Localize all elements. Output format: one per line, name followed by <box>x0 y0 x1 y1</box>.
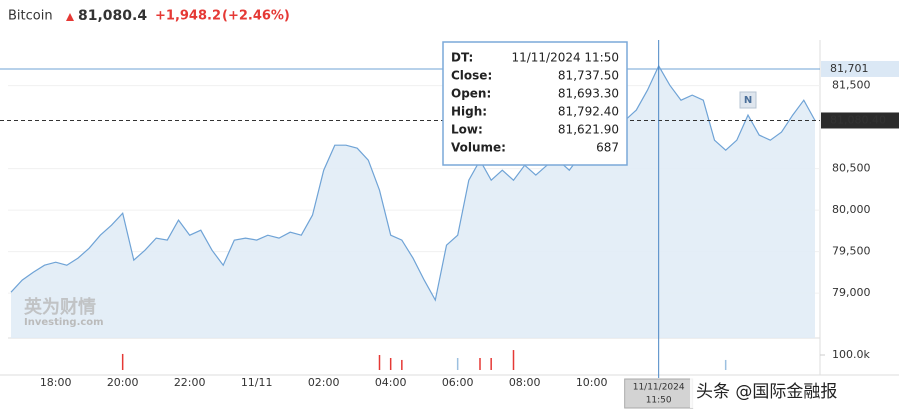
news-marker-box <box>739 91 757 109</box>
tooltip-box <box>442 41 628 166</box>
y-tick-label: 80,500 <box>832 162 871 175</box>
x-tick-label: 22:00 <box>174 376 206 389</box>
high-label: 81,701 <box>830 62 869 75</box>
tooltip-key: Open: <box>451 87 491 101</box>
tooltip-key: DT: <box>451 51 473 65</box>
y-tick-label: 79,500 <box>832 245 871 258</box>
x-tick-label: 08:00 <box>509 376 541 389</box>
tooltip-value: 687 <box>596 141 619 155</box>
tooltip-value: 81,737.50 <box>558 69 619 83</box>
last-label: 81,080.40 <box>830 113 886 126</box>
volume-bar <box>490 358 492 370</box>
change: +1,948.2 <box>155 9 221 24</box>
volume-bar <box>456 358 459 370</box>
x-tick-label: 11/11 <box>241 376 273 389</box>
tooltip-key: Volume: <box>451 141 506 155</box>
volume-bar <box>512 350 515 370</box>
volume-bar <box>401 359 403 370</box>
volume-bar <box>378 355 381 370</box>
volume-tick-label: 100.0k <box>832 348 870 361</box>
crosshair-label-box <box>624 378 694 409</box>
high-label-box <box>821 60 899 77</box>
volume-bar <box>389 358 392 370</box>
x-tick-label: 18:00 <box>40 376 72 389</box>
y-tick-label: 79,000 <box>832 286 871 299</box>
volume-bar <box>479 358 481 370</box>
change-pct: (+2.46%) <box>222 9 290 24</box>
price-area <box>11 65 815 339</box>
source-watermark-bg <box>690 376 899 408</box>
news-marker: N <box>744 95 752 106</box>
tooltip-key: High: <box>451 105 487 119</box>
tooltip-key: Close: <box>451 69 492 83</box>
price: 81,080.4 <box>78 8 147 24</box>
y-tick-label: 80,000 <box>832 203 871 216</box>
volume-bar <box>724 359 727 370</box>
watermark-logo: 英为财情 <box>23 296 96 318</box>
last-label-box <box>821 112 899 129</box>
tooltip-key: Low: <box>451 123 483 137</box>
asset-name: Bitcoin <box>8 9 53 24</box>
x-tick-label: 10:00 <box>576 376 608 389</box>
crosshair-date: 11/11/2024 <box>633 383 685 393</box>
tooltip-value: 11/11/2024 11:50 <box>511 51 619 65</box>
x-tick-label: 06:00 <box>442 376 474 389</box>
x-tick-label: 04:00 <box>375 376 407 389</box>
tooltip-value: 81,792.40 <box>558 105 619 119</box>
watermark-source: 头条 @国际金融报 <box>696 382 837 402</box>
price-line <box>10 64 816 302</box>
crosshair-time: 11:50 <box>646 396 672 406</box>
volume-bar <box>121 353 124 370</box>
y-tick-label: 81,500 <box>832 79 871 92</box>
tooltip-value: 81,621.90 <box>558 123 619 137</box>
up-arrow <box>66 13 74 21</box>
watermark-site: Investing.com <box>24 317 104 328</box>
x-tick-label: 02:00 <box>308 376 340 389</box>
tooltip-value: 81,693.30 <box>558 87 619 101</box>
x-tick-label: 20:00 <box>107 376 139 389</box>
